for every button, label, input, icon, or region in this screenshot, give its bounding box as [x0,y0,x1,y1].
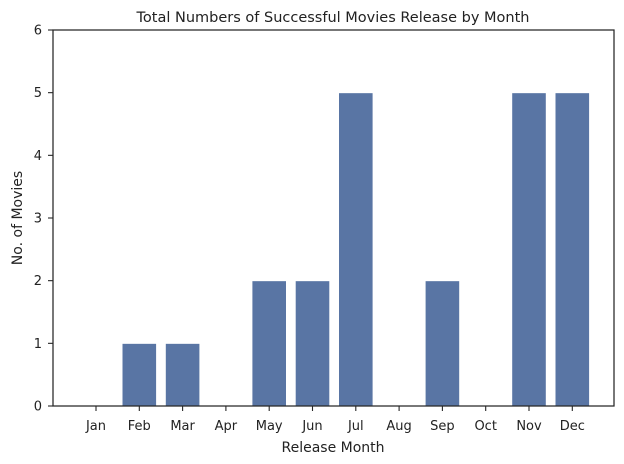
bar-may [251,280,287,407]
y-tick-label: 5 [34,86,42,101]
x-tick-label: Oct [474,419,496,434]
bar-feb [121,342,158,407]
y-axis: 0 1 2 3 4 5 6 [34,24,53,415]
x-tick-label: Apr [215,419,238,434]
bar-sep [424,280,461,407]
plot-frame [52,29,615,407]
x-tick-label: Jan [85,419,106,434]
x-tick-label: Jun [301,419,322,434]
bar-mar [164,342,201,407]
y-tick-label: 4 [34,149,42,164]
x-tick-label: Dec [560,419,585,434]
y-tick-label: 6 [34,24,42,39]
x-tick-label: Feb [128,419,151,434]
x-tick-label: Aug [386,419,411,434]
x-axis: Jan Feb Mar Apr May Jun Jul Aug Sep Oct Nov Dec [85,406,585,434]
chart-title: Total Numbers of Successful Movies Relea… [136,10,530,26]
x-tick-label: Mar [170,419,195,434]
bar-jun [294,280,331,407]
y-tick-label: 3 [34,212,42,227]
bar-dec [554,92,591,407]
bars-group [121,92,591,407]
x-tick-label: May [256,419,283,434]
bar-nov [511,92,547,407]
y-tick-label: 2 [34,274,42,289]
x-tick-label: Sep [430,419,455,434]
y-tick-label: 1 [34,337,42,352]
bar-jul [338,92,374,407]
y-tick-label: 0 [34,400,42,415]
x-tick-label: Jul [347,419,364,434]
y-axis-label: No. of Movies [10,171,26,265]
x-tick-label: Nov [516,419,542,434]
x-axis-label: Release Month [281,440,384,456]
